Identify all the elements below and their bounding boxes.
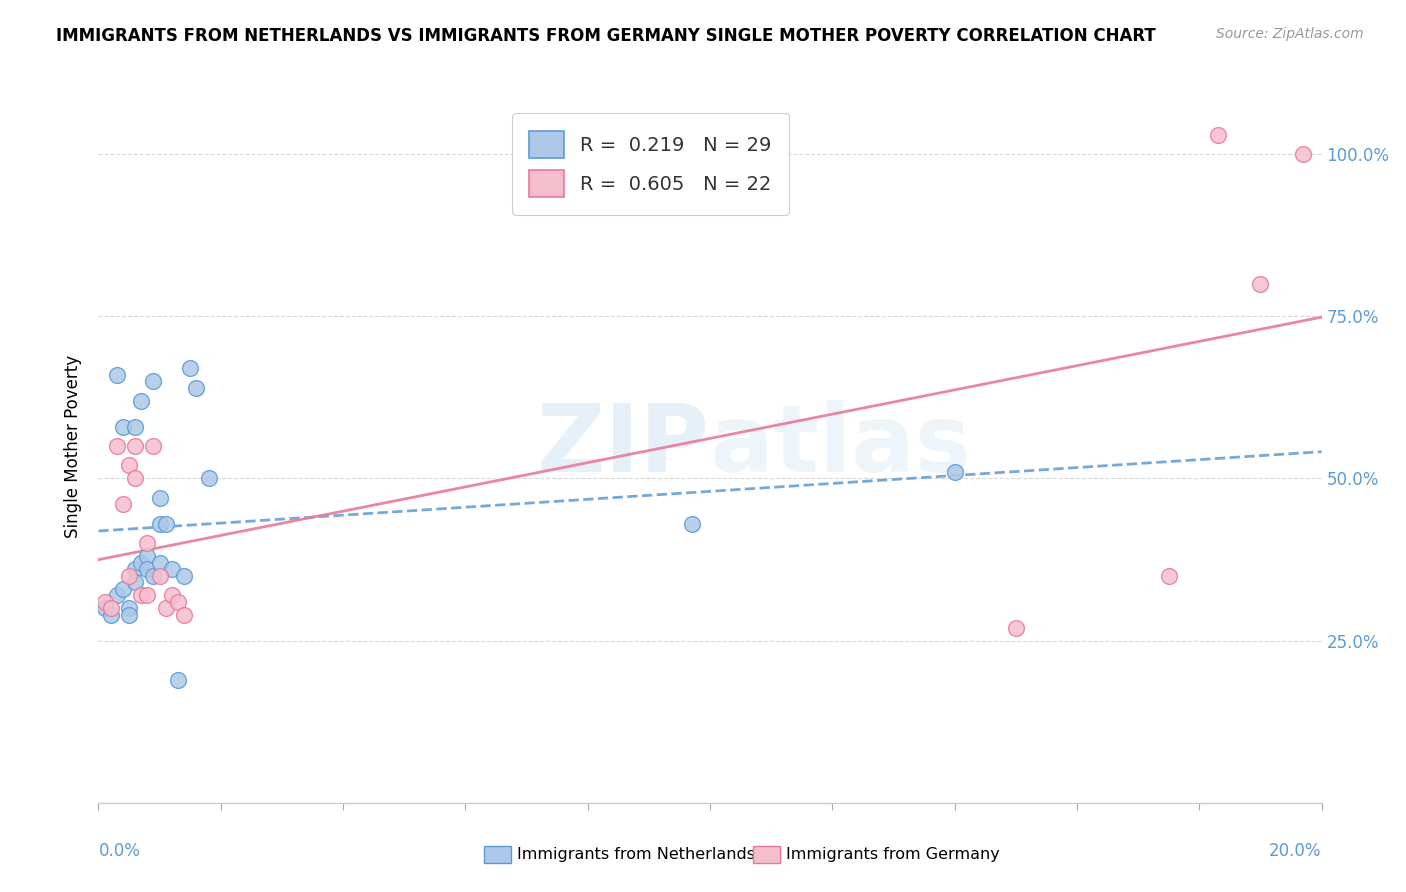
Point [129,556,152,570]
Text: Immigrants from Netherlands: Immigrants from Netherlands [517,847,755,863]
Point [155,601,177,615]
Text: Immigrants from Germany: Immigrants from Germany [786,847,1000,863]
Point [1206,128,1229,142]
Point [142,439,165,453]
Point [136,588,159,602]
Point [111,419,134,434]
Point [105,368,128,382]
Point [124,419,146,434]
Point [118,601,141,615]
Point [681,516,703,531]
Point [155,516,177,531]
Point [197,471,219,485]
Y-axis label: Single Mother Poverty: Single Mother Poverty [65,354,83,538]
Point [142,374,165,388]
Point [105,588,128,602]
Point [111,582,134,596]
Point [136,549,159,564]
Point [124,439,146,453]
Point [160,562,183,576]
Point [118,568,141,582]
Point [943,465,966,479]
Point [173,607,195,622]
Point [173,568,195,582]
Point [118,607,141,622]
Point [136,562,159,576]
Point [129,393,152,408]
FancyBboxPatch shape [752,846,780,863]
Point [100,607,122,622]
Point [93,601,115,615]
Point [136,536,159,550]
Legend: R =  0.219   N = 29, R =  0.605   N = 22: R = 0.219 N = 29, R = 0.605 N = 22 [512,113,789,215]
Point [167,595,190,609]
Point [179,361,201,376]
Point [167,673,190,687]
Text: ZIP: ZIP [537,400,710,492]
Point [118,458,141,473]
Point [1004,621,1026,635]
Point [124,575,146,590]
Text: 0.0%: 0.0% [98,842,141,860]
Point [111,497,134,511]
Text: atlas: atlas [710,400,972,492]
Point [1292,147,1315,161]
Point [100,601,122,615]
Point [149,556,172,570]
Point [124,471,146,485]
Point [142,568,165,582]
Point [105,439,128,453]
Point [1157,568,1180,582]
Point [93,595,115,609]
Text: Source: ZipAtlas.com: Source: ZipAtlas.com [1216,27,1364,41]
Point [149,568,172,582]
Point [160,588,183,602]
Text: 20.0%: 20.0% [1270,842,1322,860]
Point [149,491,172,505]
FancyBboxPatch shape [484,846,510,863]
Text: IMMIGRANTS FROM NETHERLANDS VS IMMIGRANTS FROM GERMANY SINGLE MOTHER POVERTY COR: IMMIGRANTS FROM NETHERLANDS VS IMMIGRANT… [56,27,1156,45]
Point [129,588,152,602]
Point [186,381,208,395]
Point [149,516,172,531]
Point [1249,277,1271,291]
Point [124,562,146,576]
